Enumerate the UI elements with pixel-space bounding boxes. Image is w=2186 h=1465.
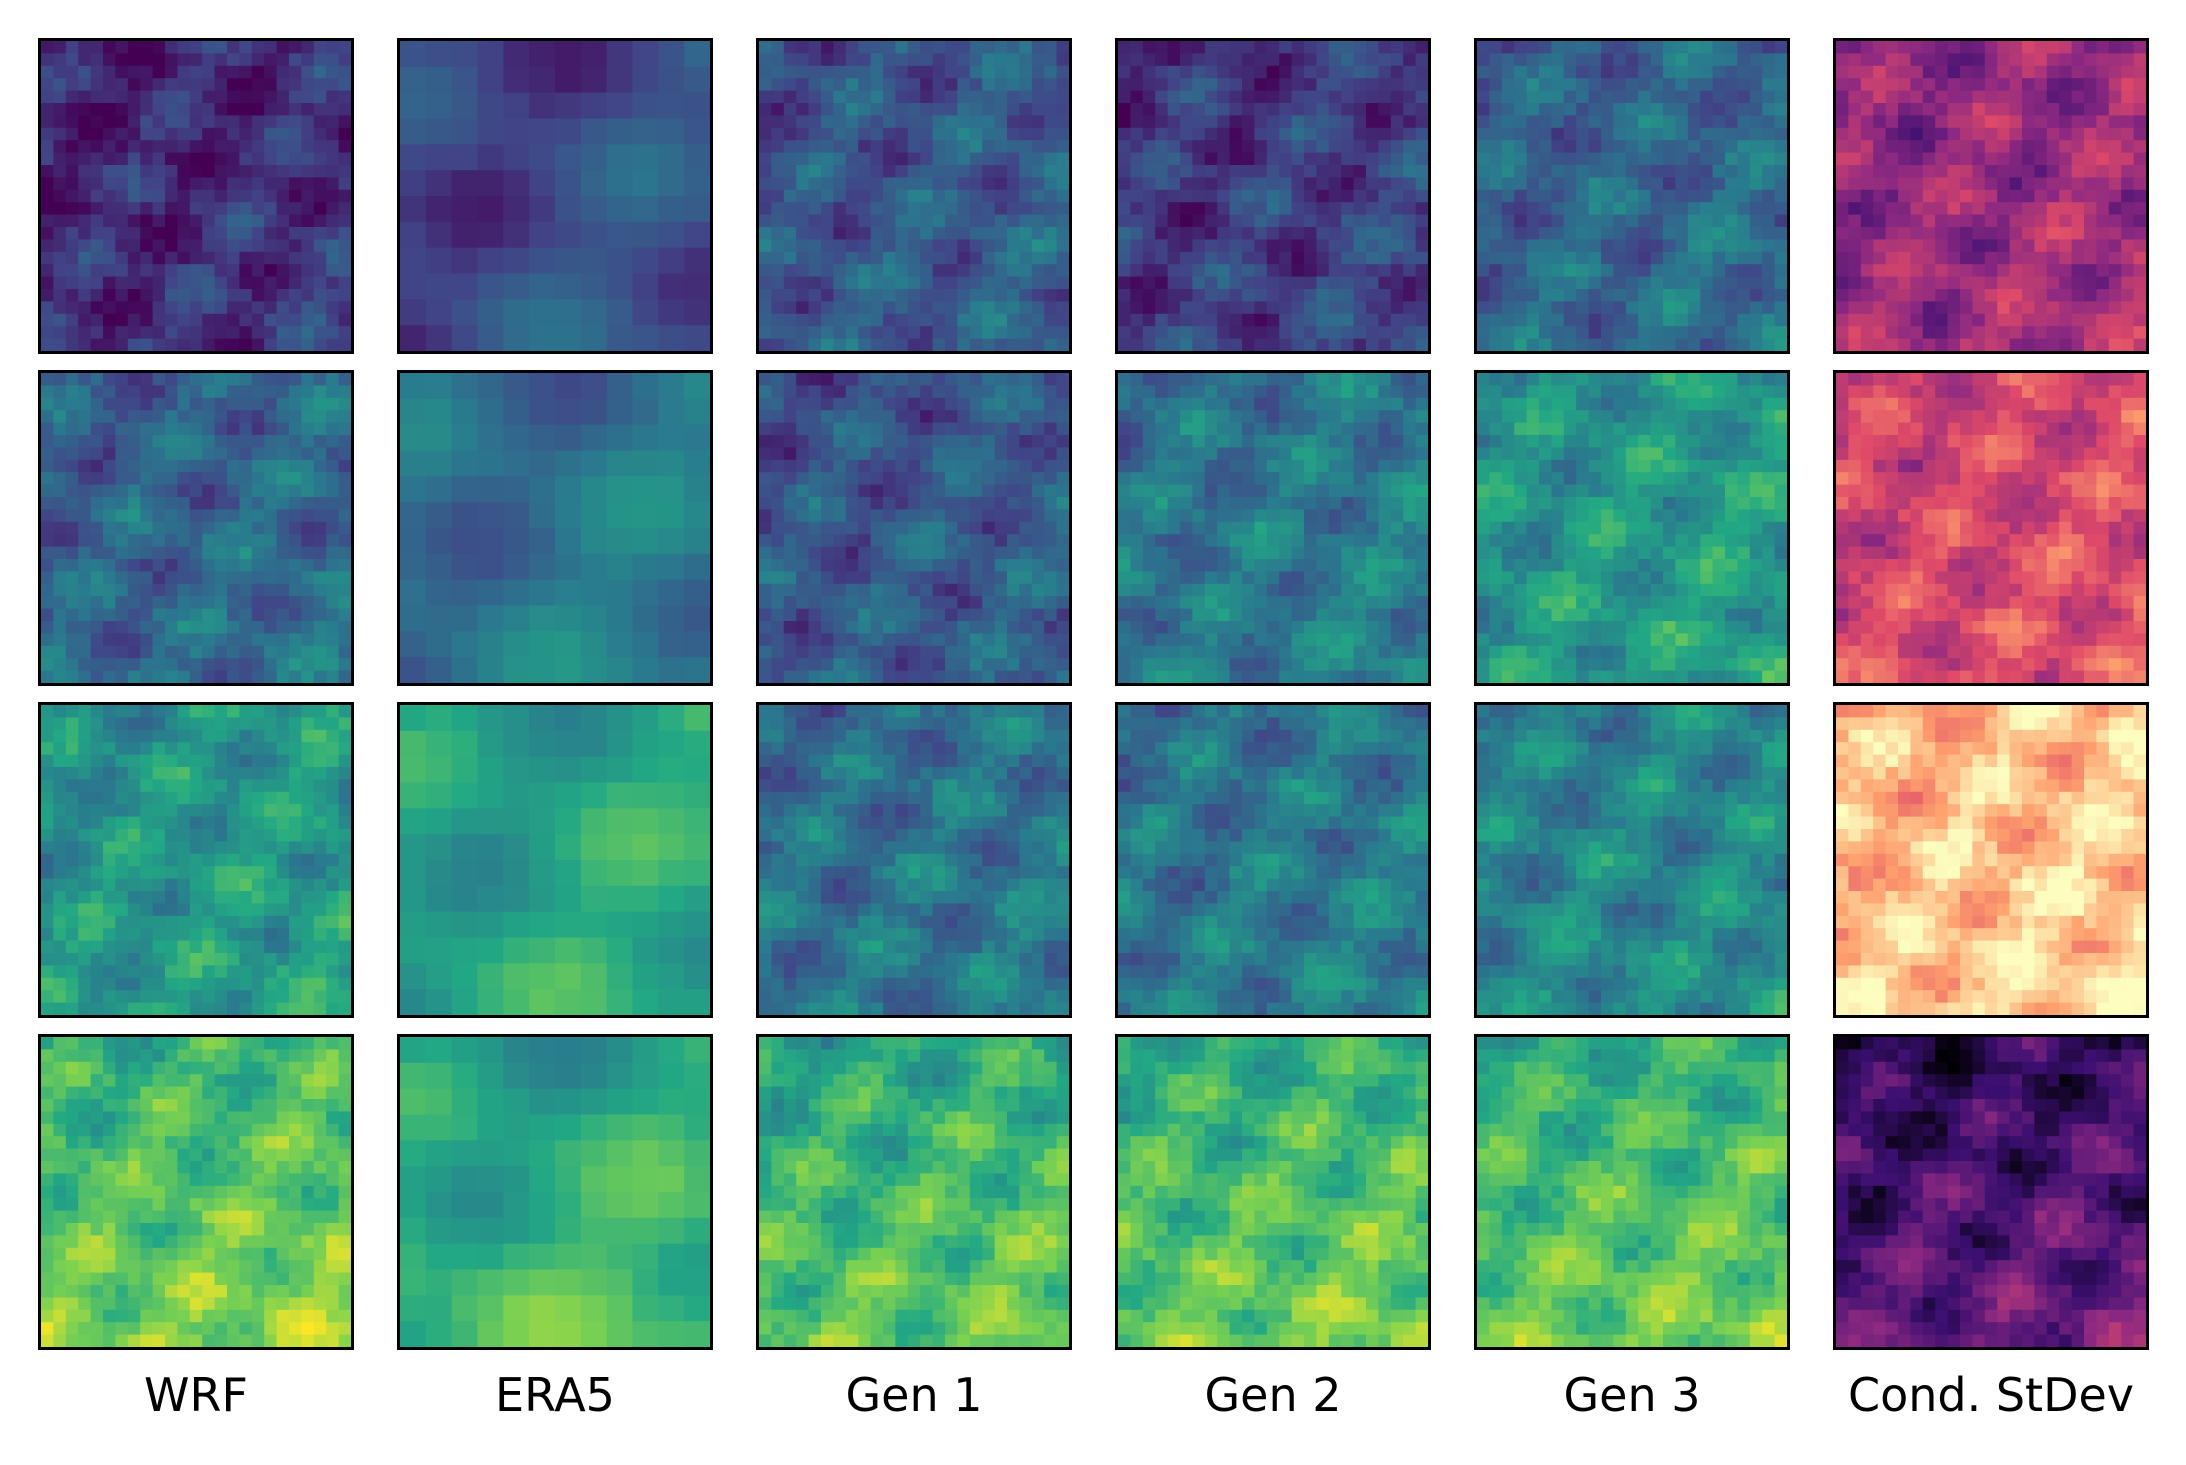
field-image (41, 705, 351, 1015)
field-image (1118, 41, 1428, 351)
panel-gen-2-row-2 (1115, 370, 1431, 686)
panel-cond-stdev-row-1 (1833, 38, 2149, 354)
panel-era5-row-3 (397, 702, 713, 1018)
panel-wrf-row-1 (38, 38, 354, 354)
field-image (759, 373, 1069, 683)
field-image (400, 41, 710, 351)
column-label: ERA5 (495, 1368, 615, 1422)
field-image (759, 1037, 1069, 1347)
field-image (1836, 41, 2146, 351)
panel-gen-1-row-3 (756, 702, 1072, 1018)
field-image (1477, 1037, 1787, 1347)
panel-gen-2-row-4 (1115, 1034, 1431, 1350)
field-image (41, 41, 351, 351)
field-image (41, 1037, 351, 1347)
column-label: Gen 3 (1563, 1368, 1701, 1422)
column-label: Gen 2 (1204, 1368, 1342, 1422)
column-label: WRF (144, 1368, 248, 1422)
panel-era5-row-1 (397, 38, 713, 354)
column-label: Gen 1 (845, 1368, 983, 1422)
field-image (1836, 373, 2146, 683)
field-image (1118, 705, 1428, 1015)
field-image (400, 705, 710, 1015)
field-image (41, 373, 351, 683)
panel-cond-stdev-row-3 (1833, 702, 2149, 1018)
panel-cond-stdev-row-4 (1833, 1034, 2149, 1350)
field-image (1477, 705, 1787, 1015)
panel-gen-3-row-2 (1474, 370, 1790, 686)
panel-gen-1-row-1 (756, 38, 1072, 354)
panel-gen-1-row-4 (756, 1034, 1072, 1350)
field-image (1118, 373, 1428, 683)
column-label: Cond. StDev (1847, 1368, 2135, 1422)
panel-wrf-row-2 (38, 370, 354, 686)
field-image (1477, 373, 1787, 683)
panel-wrf-row-3 (38, 702, 354, 1018)
panel-gen-1-row-2 (756, 370, 1072, 686)
field-image (400, 373, 710, 683)
field-image (1836, 705, 2146, 1015)
panel-gen-3-row-1 (1474, 38, 1790, 354)
panel-era5-row-2 (397, 370, 713, 686)
panel-gen-2-row-3 (1115, 702, 1431, 1018)
panel-gen-3-row-4 (1474, 1034, 1790, 1350)
field-image (1836, 1037, 2146, 1347)
field-image (759, 705, 1069, 1015)
panel-gen-3-row-3 (1474, 702, 1790, 1018)
panel-gen-2-row-1 (1115, 38, 1431, 354)
panel-cond-stdev-row-2 (1833, 370, 2149, 686)
field-image (759, 41, 1069, 351)
field-image (1477, 41, 1787, 351)
field-image (400, 1037, 710, 1347)
panel-era5-row-4 (397, 1034, 713, 1350)
panel-wrf-row-4 (38, 1034, 354, 1350)
field-image (1118, 1037, 1428, 1347)
